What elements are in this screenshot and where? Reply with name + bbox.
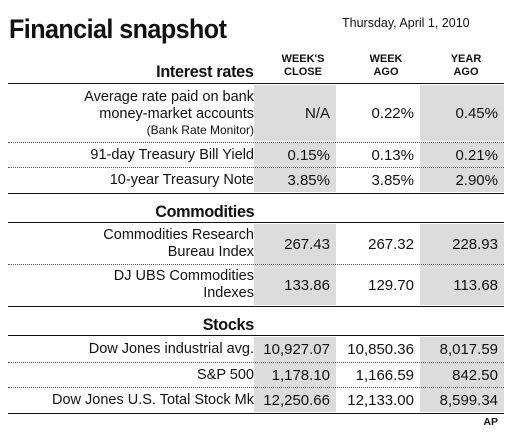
cell-year-ago: 113.68 [420,265,504,305]
credit-text: AP [483,416,498,428]
divider [8,167,504,168]
divider [8,264,504,265]
cell-weeks-close: 133.86 [254,265,336,305]
cell-weeks-close: 3.85% [254,168,336,192]
section-heading-stocks: Stocks [202,315,255,334]
cell-week-ago: 267.32 [368,235,414,253]
cell-week-ago: 129.70 [368,276,414,294]
cell-year-ago: 228.93 [420,224,504,264]
cell-year-ago: 8,017.59 [420,337,504,362]
cell-year-ago: 0.21% [420,143,504,167]
cell-weeks-close: 1,178.10 [254,363,336,387]
table-row: 10-year Treasury Note 3.85% 3.85% 2.90% [8,168,504,192]
row-label: 91-day Treasury Bill Yield [90,146,254,163]
cell-year-ago: 842.50 [420,363,504,387]
row-label: 10-year Treasury Note [109,171,254,188]
divider [8,335,504,336]
divider [8,83,504,84]
cell-week-ago: 1,166.59 [355,366,414,384]
column-header-week-ago: WEEK AGO [369,53,403,78]
cell-weeks-close: 10,927.07 [254,337,336,362]
row-label: Dow Jones U.S. Total Stock Mkt [51,391,258,408]
cell-year-ago: 0.45% [420,85,504,141]
cell-week-ago: 10,850.36 [347,341,414,358]
table-row: Commodities Research Bureau Index 267.43… [8,224,504,264]
cell-week-ago: 3.85% [371,171,414,189]
table-row: Dow Jones U.S. Total Stock Mkt 12,250.66… [8,388,504,412]
divider [8,193,504,194]
row-label: Average rate paid on bank money-market a… [84,89,254,137]
row-label: S&P 500 [197,366,254,383]
row-label: Commodities Research Bureau Index [103,227,254,260]
divider [8,222,504,223]
row-label: DJ UBS Commodities Indexes [113,268,254,301]
cell-week-ago: 0.13% [371,146,414,164]
table-row: Average rate paid on bank money-market a… [8,85,504,141]
cell-week-ago: 12,133.00 [347,391,414,409]
row-label: Dow Jones industrial avg. [88,341,254,357]
table-row: DJ UBS Commodities Indexes 133.86 129.70… [8,265,504,305]
cell-weeks-close: 0.15% [254,143,336,167]
cell-year-ago: 8,599.34 [420,388,504,412]
table-row: 91-day Treasury Bill Yield 0.15% 0.13% 0… [8,143,504,167]
column-header-weeks-close: WEEK'S CLOSE [281,53,325,78]
cell-weeks-close: N/A [254,85,336,141]
divider [8,413,504,414]
page-title: Financial snapshot [9,14,227,44]
date-text: Thursday, April 1, 2010 [342,16,470,30]
divider [8,306,504,307]
column-header-year-ago: YEAR AGO [450,53,482,78]
divider [8,387,504,388]
divider [8,142,504,143]
cell-week-ago: 0.22% [371,104,414,122]
table-row: Dow Jones industrial avg. 10,927.07 10,8… [8,337,504,362]
cell-weeks-close: 12,250.66 [254,388,336,412]
cell-year-ago: 2.90% [420,168,504,192]
section-heading-interest-rates: Interest rates [156,62,255,81]
cell-weeks-close: 267.43 [254,224,336,264]
table-row: S&P 500 1,178.10 1,166.59 842.50 [8,363,504,387]
divider [8,362,504,363]
section-heading-commodities: Commodities [154,202,254,221]
